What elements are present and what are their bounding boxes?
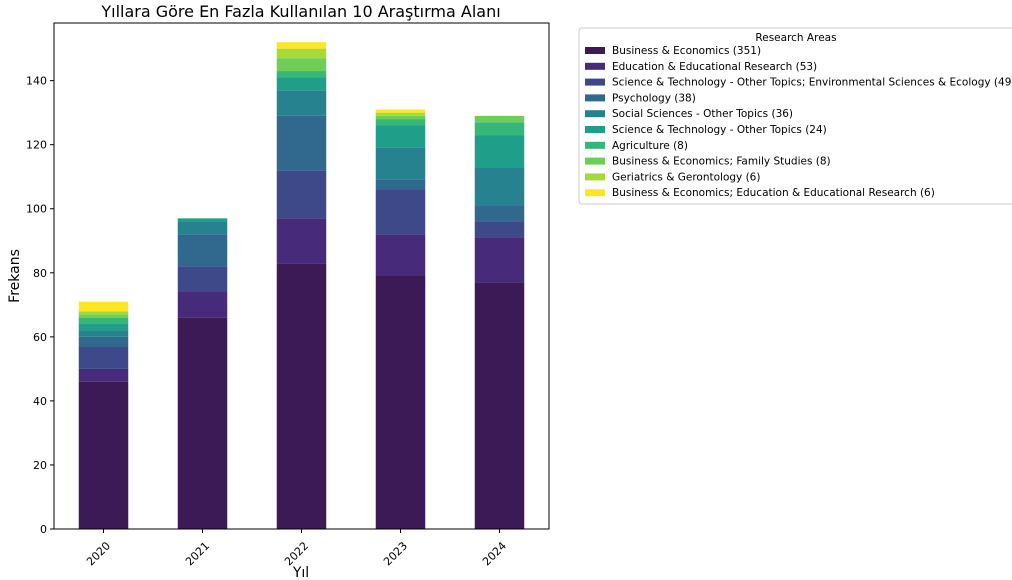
bar-segment-2023-series-6 [375, 119, 426, 126]
bar-segment-2023-series-4 [375, 147, 426, 180]
bar-segment-2023-series-1 [375, 234, 426, 276]
bar-segment-2022-series-1 [276, 218, 327, 264]
x-tick-label: 2021 [183, 539, 212, 568]
bar-segment-2022-series-4 [276, 90, 327, 116]
x-tick-label: 2020 [84, 539, 113, 568]
legend-label: Business & Economics; Family Studies (8) [612, 156, 831, 168]
y-tick-label: 40 [33, 395, 47, 408]
bar-segment-2020-series-0 [78, 381, 129, 529]
y-tick-label: 100 [26, 203, 47, 216]
x-tick-label: 2023 [381, 539, 410, 568]
bar-segment-2020-series-8 [78, 311, 129, 315]
x-axis: 2020 2021 2022 2023 2024 [84, 529, 509, 568]
legend-label: Science & Technology - Other Topics (24) [612, 124, 827, 136]
bar-segment-2021-series-3 [177, 234, 228, 267]
y-tick-label: 140 [26, 75, 47, 88]
legend-swatch [585, 173, 605, 181]
legend-swatch [585, 189, 605, 197]
legend-swatch [585, 110, 605, 118]
bar-segment-2021-series-1 [177, 292, 228, 318]
bar-segment-2020-series-6 [78, 317, 129, 325]
legend-label: Psychology (38) [612, 92, 696, 104]
bar-segment-2020-series-2 [78, 346, 129, 369]
bar-segment-2022-series-5 [276, 77, 327, 91]
legend-items: Business & Economics (351) Education & Ed… [585, 45, 1012, 199]
bar-segment-2024-series-3 [474, 205, 525, 222]
y-axis-title: Frekans [7, 249, 23, 303]
bar-segment-2020-series-4 [78, 330, 129, 337]
bar-segment-2023-series-0 [375, 276, 426, 529]
y-tick-label: 20 [33, 459, 47, 472]
bar-segment-2020-series-9 [78, 301, 129, 312]
bar-segment-2020-series-7 [78, 314, 129, 318]
legend-label: Business & Economics; Education & Educat… [612, 187, 935, 199]
legend-label: Social Sciences - Other Topics (36) [612, 108, 793, 120]
bar-segment-2021-series-2 [177, 266, 228, 293]
chart-title: Yıllara Göre En Fazla Kullanılan 10 Araş… [100, 2, 500, 21]
bar-segment-2022-series-6 [276, 71, 327, 78]
bar-segment-2021-series-5 [177, 218, 228, 222]
bar-segment-2020-series-3 [78, 336, 129, 347]
bar-segment-2024-series-2 [474, 221, 525, 238]
bar-segment-2021-series-0 [177, 317, 228, 529]
bar-segment-2024-series-0 [474, 282, 525, 529]
legend-label: Education & Educational Research (53) [612, 61, 817, 73]
legend-swatch [585, 141, 605, 149]
legend-swatch [585, 126, 605, 133]
legend-label: Science & Technology - Other Topics; Env… [612, 77, 1012, 89]
bar-segment-2023-series-8 [375, 112, 426, 116]
bar-segment-2021-series-4 [177, 221, 228, 235]
legend-label: Business & Economics (351) [612, 45, 761, 57]
bar-segment-2024-series-4 [474, 167, 525, 206]
bar-segment-2022-series-3 [276, 115, 327, 171]
bar-segment-2022-series-8 [276, 48, 327, 59]
bar-segment-2023-series-9 [375, 109, 426, 113]
legend-label: Geriatrics & Gerontology (6) [612, 171, 760, 183]
bars-group [78, 42, 525, 529]
bar-segment-2020-series-5 [78, 324, 129, 331]
bar-segment-2022-series-0 [276, 263, 327, 529]
y-tick-label: 0 [40, 523, 47, 536]
bar-segment-2024-series-7 [474, 115, 525, 123]
legend-title: Research Areas [755, 32, 836, 44]
x-tick-label: 2024 [480, 539, 509, 568]
legend-swatch [585, 94, 605, 102]
legend: Research Areas Business & Economics (351… [578, 27, 1012, 205]
legend-frame [578, 27, 1012, 205]
y-tick-label: 80 [33, 267, 47, 280]
x-axis-title: Yıl [292, 565, 309, 580]
bar-segment-2024-series-5 [474, 135, 525, 168]
bar-segment-2024-series-6 [474, 122, 525, 136]
bar-segment-2022-series-2 [276, 170, 327, 219]
bar-segment-2023-series-3 [375, 179, 426, 190]
bar-segment-2022-series-7 [276, 58, 327, 72]
bar-segment-2022-series-9 [276, 42, 327, 49]
y-tick-label: 120 [26, 139, 47, 152]
legend-swatch [585, 157, 605, 165]
legend-swatch [585, 47, 605, 54]
legend-swatch [585, 78, 605, 86]
bar-segment-2023-series-7 [375, 115, 426, 120]
legend-label: Agriculture (8) [612, 140, 688, 152]
y-tick-label: 60 [33, 331, 47, 344]
bar-segment-2023-series-2 [375, 189, 426, 235]
bar-segment-2023-series-5 [375, 125, 426, 148]
bar-segment-2024-series-1 [474, 237, 525, 283]
y-axis: 0 20 40 60 80 100 120 140 [26, 75, 54, 536]
bar-segment-2020-series-1 [78, 368, 129, 382]
legend-swatch [585, 62, 605, 70]
